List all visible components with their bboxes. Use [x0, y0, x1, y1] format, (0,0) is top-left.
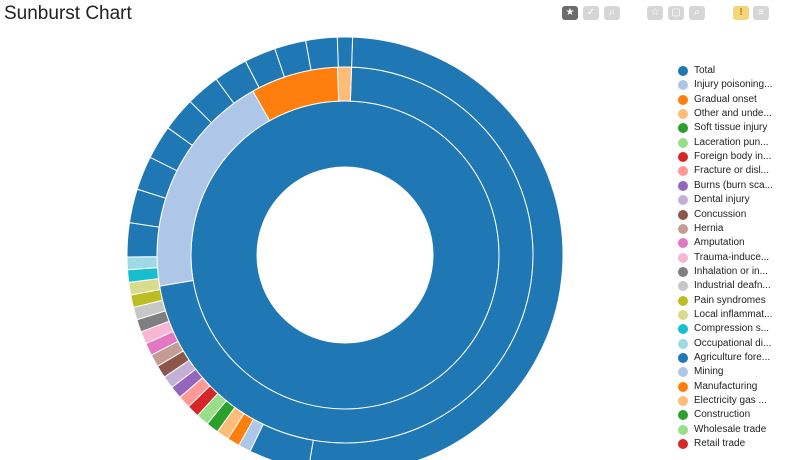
zoom-icon[interactable]: ⌕: [689, 6, 705, 20]
legend-label: Total: [694, 65, 716, 76]
square-icon[interactable]: ▢: [668, 6, 684, 20]
legend-label: Electricity gas ...: [694, 395, 767, 407]
legend-label: Amputation: [694, 237, 745, 249]
legend-item[interactable]: Laceration pun...: [678, 136, 793, 150]
legend-swatch: [678, 424, 688, 435]
sunburst-segment[interactable]: [308, 36, 564, 460]
legend-swatch: [678, 80, 688, 91]
legend-label: Soft tissue injury: [694, 122, 768, 134]
menu-icon[interactable]: ≡: [753, 6, 769, 20]
legend-swatch: [678, 209, 688, 220]
sunburst-segment[interactable]: [190, 100, 500, 410]
legend-swatch: [678, 338, 688, 349]
legend-label: Mining: [694, 366, 724, 378]
warning-icon[interactable]: !: [733, 6, 749, 20]
legend-item[interactable]: Manufacturing: [678, 380, 793, 394]
legend-item[interactable]: Gradual onset: [678, 93, 793, 107]
legend-swatch: [678, 195, 688, 206]
legend-item[interactable]: Local inflammat...: [678, 308, 793, 322]
legend-item[interactable]: Other and unde...: [678, 107, 793, 121]
legend-label: Laceration pun...: [694, 136, 769, 148]
legend-swatch: [678, 410, 688, 421]
legend-item[interactable]: Injury poisoning...: [678, 78, 793, 92]
legend-swatch: [678, 324, 688, 335]
legend-label: Dental injury: [694, 194, 750, 206]
legend-swatch: [678, 238, 688, 249]
legend-swatch: [678, 367, 688, 378]
legend-item[interactable]: Hernia: [678, 222, 793, 236]
legend-label: Compression s...: [694, 323, 770, 335]
legend-item[interactable]: Occupational di...: [678, 337, 793, 351]
legend-label: Industrial deafn...: [694, 280, 771, 292]
legend-label: Other and unde...: [694, 108, 772, 120]
legend-label: Pain syndromes: [694, 294, 766, 306]
legend-item[interactable]: Mining: [678, 365, 793, 379]
legend-label: Injury poisoning...: [694, 79, 773, 91]
legend-label: Retail trade: [694, 438, 746, 450]
legend-label: Occupational di...: [694, 337, 772, 349]
legend-item[interactable]: Agriculture fore...: [678, 351, 793, 365]
star-icon[interactable]: ★: [562, 6, 578, 20]
legend-item[interactable]: Burns (burn sca...: [678, 179, 793, 193]
chart-title: Sunburst Chart: [4, 3, 132, 24]
sunburst-segment[interactable]: [336, 36, 354, 68]
legend-label: Gradual onset: [694, 93, 757, 105]
legend-label: Hernia: [694, 222, 724, 234]
sunburst-segment[interactable]: [305, 36, 339, 71]
legend-item[interactable]: Wholesale trade: [678, 423, 793, 437]
legend-label: Trauma-induce...: [694, 251, 770, 263]
legend-label: Agriculture fore...: [694, 352, 771, 363]
sunburst-segment[interactable]: [336, 66, 353, 102]
legend-swatch: [678, 152, 688, 163]
legend-label: Construction: [694, 409, 751, 421]
legend-label: Foreign body in...: [694, 151, 772, 163]
legend-item[interactable]: Pain syndromes: [678, 294, 793, 308]
legend-label: Fracture or disl...: [694, 165, 770, 177]
sunburst-chart: [126, 36, 564, 460]
legend-swatch: [678, 309, 688, 320]
legend-swatch: [678, 281, 688, 292]
legend-swatch: [678, 94, 688, 105]
legend-swatch: [678, 295, 688, 306]
legend-swatch: [678, 123, 688, 134]
legend-item[interactable]: Industrial deafn...: [678, 279, 793, 293]
legend-label: Manufacturing: [694, 380, 758, 392]
legend-label: Inhalation or in...: [694, 265, 768, 277]
search-icon[interactable]: ⌕: [604, 6, 620, 20]
legend-swatch: [678, 396, 688, 407]
legend-label: Wholesale trade: [694, 423, 767, 435]
legend-item[interactable]: Trauma-induce...: [678, 251, 793, 265]
legend-item[interactable]: Inhalation or in...: [678, 265, 793, 279]
legend-item[interactable]: Concussion: [678, 208, 793, 222]
check-icon[interactable]: ✓: [583, 6, 599, 20]
legend-swatch: [678, 266, 688, 277]
sunburst-segment[interactable]: [126, 222, 160, 258]
legend-swatch: [678, 66, 688, 76]
legend-swatch: [678, 223, 688, 234]
legend-label: Local inflammat...: [694, 308, 773, 320]
legend-item[interactable]: Construction: [678, 408, 793, 422]
legend-swatch: [678, 252, 688, 263]
legend-label: Burns (burn sca...: [694, 179, 773, 191]
star-outline-icon[interactable]: ☆: [647, 6, 663, 20]
legend-item[interactable]: Compression s...: [678, 322, 793, 336]
legend-swatch: [678, 137, 688, 148]
legend-swatch: [678, 439, 688, 450]
legend-swatch: [678, 381, 688, 392]
legend-item[interactable]: Total: [678, 64, 793, 78]
legend-item[interactable]: Electricity gas ...: [678, 394, 793, 408]
legend-item[interactable]: Foreign body in...: [678, 150, 793, 164]
legend-label: Concussion: [694, 208, 747, 220]
legend-item[interactable]: Fracture or disl...: [678, 164, 793, 178]
legend-swatch: [678, 109, 688, 120]
legend-item[interactable]: Retail trade: [678, 437, 793, 451]
legend-item[interactable]: Amputation: [678, 236, 793, 250]
legend-swatch: [678, 353, 688, 363]
legend-swatch: [678, 180, 688, 191]
legend-item[interactable]: Soft tissue injury: [678, 121, 793, 135]
legend-swatch: [678, 166, 688, 177]
legend-item[interactable]: Dental injury: [678, 193, 793, 207]
sunburst-segment[interactable]: [126, 256, 158, 271]
